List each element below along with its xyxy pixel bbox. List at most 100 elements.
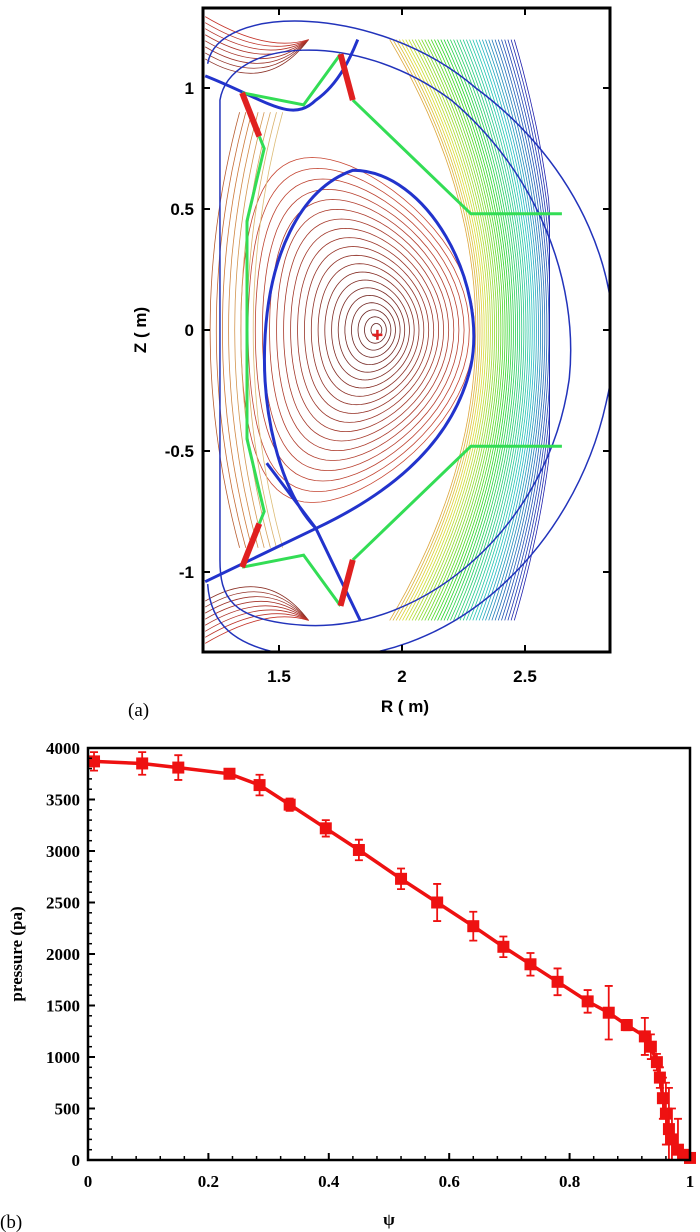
flux-contour [411,39,491,621]
flux-contour [395,39,481,621]
panel-label-b: (b) [0,1212,22,1232]
data-point [665,1133,678,1146]
error-bar [90,751,99,772]
flux-contour [392,39,479,621]
flux-contour [204,22,309,47]
y-tick-label-a: -1 [179,563,194,582]
data-point [551,975,564,988]
data-point [650,1056,663,1069]
y-tick-label-b: 3500 [46,791,80,810]
error-bar [526,952,535,977]
flux-contour [317,263,420,397]
flux-contour [469,39,529,621]
flux-contour [491,39,544,621]
flux-contour [221,112,253,548]
data-point [638,1030,651,1043]
x-axis-label-b: ψ [383,1210,395,1229]
error-bar [646,1033,655,1060]
data-point [395,872,408,885]
flux-contour [430,39,504,621]
flux-contour [215,112,247,548]
data-point [352,843,365,856]
data-point [602,1006,615,1019]
flux-contour [389,39,477,621]
flux-contour [408,39,489,621]
machine-structures [204,20,610,652]
y-tick-label-a: -0.5 [165,442,194,461]
data-point [88,755,101,768]
data-point [431,896,444,909]
equilibrium-contour-plot: 1.5 2 2.5 1 0.5 0 -0.5 -1 R ( m) Z ( m) (a) [128,6,612,720]
error-bar [255,773,264,797]
error-bar [433,883,442,922]
error-bar [583,989,592,1014]
flux-contour [488,39,542,621]
flux-contour [364,316,387,344]
error-bar [655,1066,664,1089]
data-point [319,822,332,835]
y-tick-label-a: 0 [185,321,194,340]
data-point [581,995,594,1008]
flux-contour [402,39,485,621]
y-axis-label-b: pressure (pa) [7,906,26,1001]
flux-contour [472,39,531,621]
x-tick-label-b: 0.2 [198,1172,219,1191]
flux-contour [478,39,535,621]
flux-contour [398,39,483,621]
flux-contour [440,39,510,621]
x-tick-label-b: 0.6 [439,1172,460,1191]
flux-contour [204,601,309,621]
limiter-line [351,444,562,561]
data-point [659,1107,672,1120]
flux-contour [344,294,401,366]
magnetic-axis-marker [372,329,383,340]
flux-contour [240,112,271,548]
error-bar [138,751,147,776]
plot-frame-b [86,746,692,1162]
flux-contour [204,39,309,64]
data-point [656,1092,669,1105]
flux-contour [204,586,309,621]
flux-contour [204,609,309,632]
y-tick-label-b: 2500 [46,894,80,913]
error-bar [673,1117,682,1161]
axes-a: 1.5 2 2.5 1 0.5 0 -0.5 -1 [165,8,610,686]
flux-contour [204,39,309,59]
flux-contour [459,39,523,621]
y-tick-label-b: 500 [55,1100,81,1119]
pressure-series [88,751,696,1164]
x-tick-label-a: 2.5 [513,667,537,686]
error-bar [658,1076,667,1120]
flux-contour [254,178,465,482]
data-point [223,767,236,780]
flux-contour [357,309,392,351]
flux-contour [497,39,548,621]
limiter-line [245,135,266,525]
flux-contour [204,34,309,55]
flux-contour [351,302,396,358]
panel-label-a: (a) [128,700,149,720]
data-point [497,940,510,953]
y-tick-label-b: 0 [72,1151,81,1170]
error-bar [397,867,406,891]
error-bar [622,1019,631,1032]
flux-contour [234,112,265,548]
flux-contour [204,596,309,621]
flux-contour [446,39,514,621]
y-tick-label-b: 4000 [46,739,80,758]
x-tick-label-b: 1 [686,1172,695,1191]
flux-contour [405,39,487,621]
flux-contour [269,199,455,461]
flux-contour [247,167,470,493]
error-bar [174,754,183,781]
divertor-plate [337,559,356,607]
limiter-line [241,53,342,107]
flux-contour [443,39,512,621]
y-tick-label-b: 1000 [46,1048,80,1067]
limiter-line [241,553,342,607]
flux-contour [434,39,506,621]
y-tick-label-b: 2000 [46,945,80,964]
flux-contour [283,218,445,442]
flux-contour [204,591,309,621]
